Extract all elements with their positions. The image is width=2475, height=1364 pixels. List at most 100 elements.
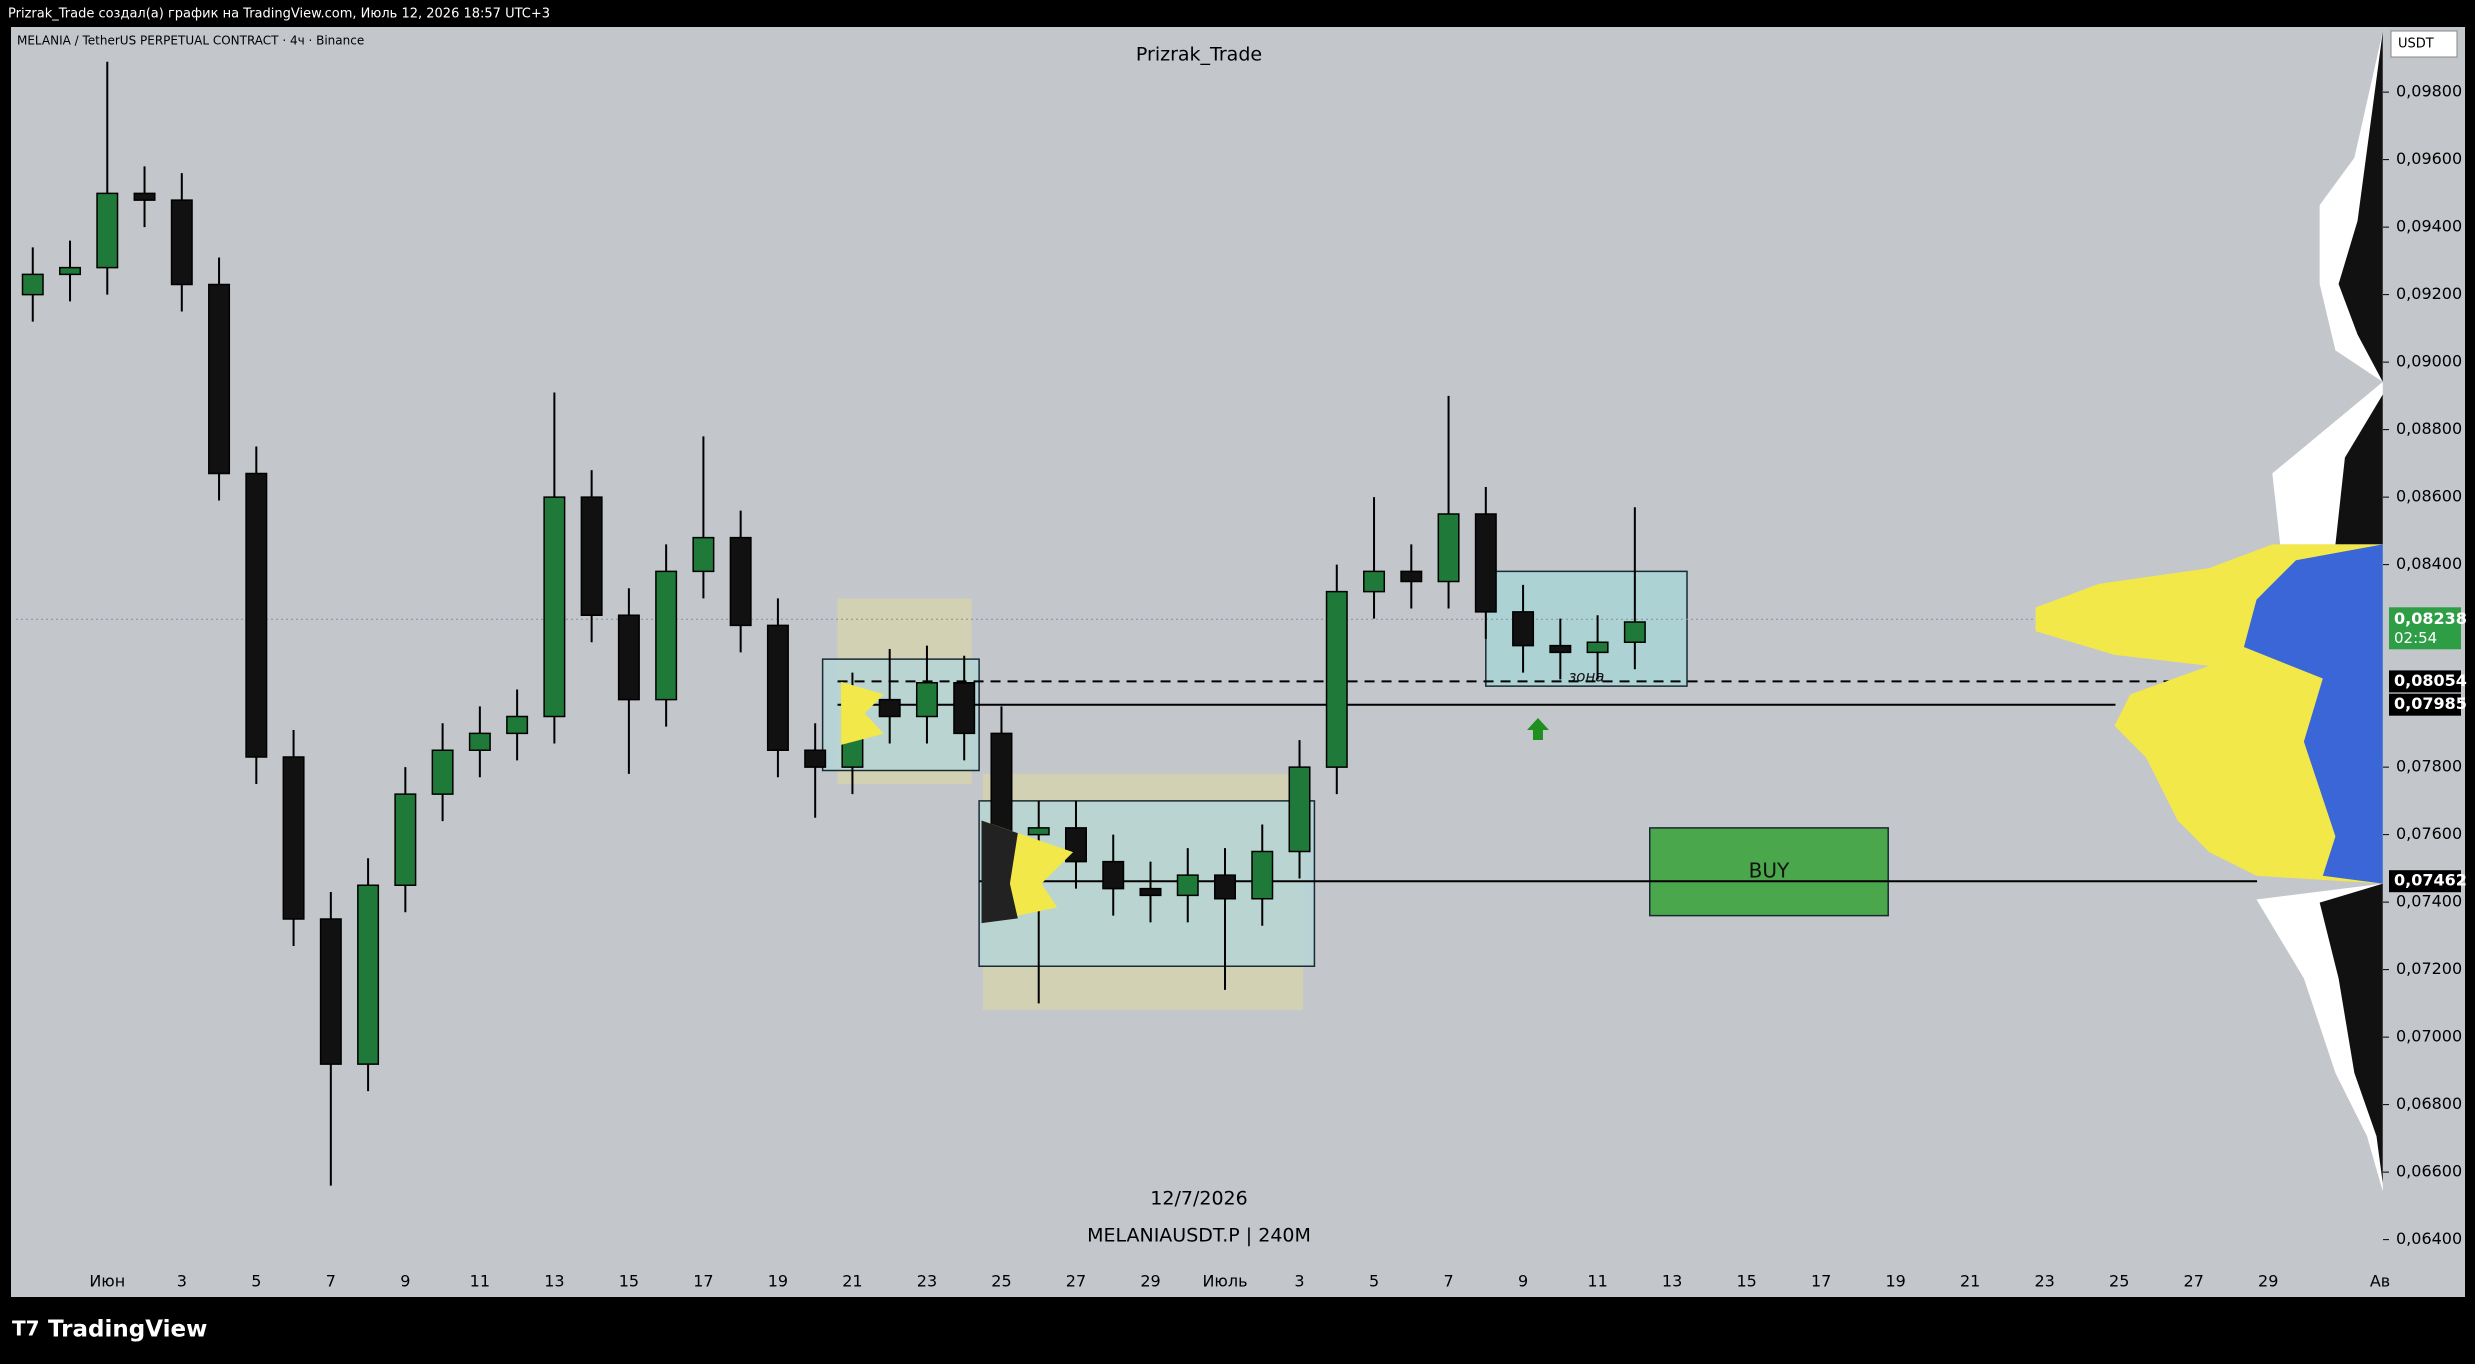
y-tick-label: 0,06400: [2396, 1229, 2462, 1248]
y-tick-label: 0,09400: [2396, 217, 2462, 236]
unit-box: [2390, 30, 2458, 58]
y-tick-label: 0,09800: [2396, 82, 2462, 101]
brand-logo: T7: [12, 1317, 40, 1341]
x-tick-label: 17: [1811, 1272, 1831, 1291]
candle-body: [766, 624, 789, 751]
y-tick-label: 0,08600: [2396, 487, 2462, 506]
x-tick-label: 11: [470, 1272, 490, 1291]
candle-body: [1214, 874, 1237, 900]
x-tick-label: 21: [842, 1272, 862, 1291]
price-label-box: [2389, 870, 2461, 893]
candle-body: [1102, 860, 1125, 890]
arrow: [1526, 718, 1549, 740]
candle-body: [59, 266, 82, 276]
profile-black: [2319, 883, 2383, 1184]
candle-body: [1064, 827, 1087, 863]
x-tick-label: 23: [917, 1272, 937, 1291]
y-tick-label: 0,07200: [2396, 959, 2462, 978]
candle-body: [1176, 874, 1199, 897]
volume-profile: [841, 31, 2383, 1192]
brand: TradingView: [48, 1317, 207, 1343]
x-tick-label: 27: [2184, 1272, 2204, 1291]
candle-body: [1400, 570, 1423, 583]
price-label: 0,07462: [2394, 871, 2467, 890]
unit: USDT: [2398, 37, 2434, 52]
x-tick-label: 3: [1294, 1272, 1304, 1291]
x-tick-label: 15: [1736, 1272, 1756, 1291]
profile-black: [981, 820, 1018, 924]
credit: Prizrak_Trade создал(а) график на Tradin…: [8, 7, 550, 22]
candle-body: [1325, 590, 1348, 768]
candle-body: [1363, 570, 1386, 593]
candle-body: [1623, 621, 1646, 643]
x-tick-label: 13: [1662, 1272, 1682, 1291]
candle-body: [282, 756, 305, 920]
x-tick-label: 5: [251, 1272, 261, 1291]
candle-body: [804, 749, 827, 768]
chart-bg: [11, 27, 2465, 1297]
x-tick-label: Ав: [2370, 1272, 2390, 1291]
x-tick-label: 11: [1587, 1272, 1607, 1291]
x-tick-label: 9: [400, 1272, 410, 1291]
profile-yellow: [841, 681, 884, 745]
candle-body: [1549, 644, 1572, 654]
candle-body: [729, 536, 752, 627]
x-tick-label: 23: [2035, 1272, 2055, 1291]
x-tick-label: Июль: [1202, 1272, 1247, 1291]
candle-body: [692, 536, 715, 573]
zone-label: зона: [1568, 668, 1604, 686]
candle-body: [1251, 850, 1274, 900]
price-label-box: [2389, 693, 2461, 716]
price-axis: [2383, 27, 2465, 1297]
candle-body: [21, 273, 44, 296]
price-label-box: [2389, 670, 2461, 693]
x-tick-label: 5: [1369, 1272, 1379, 1291]
price-countdown: 02:54: [2394, 629, 2437, 647]
y-tick-label: 0,09200: [2396, 284, 2462, 303]
candle-body: [915, 682, 938, 718]
candle-body: [543, 496, 566, 718]
x-tick-label: 15: [619, 1272, 639, 1291]
candle-body: [1027, 827, 1050, 836]
candle-body: [1586, 641, 1609, 654]
candle-body: [357, 884, 380, 1065]
price-label: 0,08054: [2394, 671, 2467, 690]
y-tick-label: 0,09000: [2396, 352, 2462, 371]
candle-body: [617, 614, 640, 701]
y-tick-label: 0,08400: [2396, 554, 2462, 573]
y-tick-label: 0,07600: [2396, 824, 2462, 843]
candle-body: [506, 715, 529, 735]
x-tick-label: 27: [1066, 1272, 1086, 1291]
x-tick-label: 7: [1443, 1272, 1453, 1291]
zone-label: BUY: [1749, 858, 1790, 882]
x-tick-label: 7: [326, 1272, 336, 1291]
candle-body: [431, 749, 454, 795]
candle-body: [1512, 611, 1535, 647]
x-tick-label: 9: [1518, 1272, 1528, 1291]
candle-body: [953, 682, 976, 735]
y-tick-label: 0,09600: [2396, 149, 2462, 168]
date-caption: 12/7/2026: [1150, 1188, 1247, 1210]
candle-body: [1474, 513, 1497, 613]
x-tick-label: 25: [2109, 1272, 2129, 1291]
x-tick-label: 13: [544, 1272, 564, 1291]
candle-body: [655, 570, 678, 701]
profile-black: [2338, 31, 2383, 382]
x-tick-label: 17: [693, 1272, 713, 1291]
price-label: 0,08238: [2394, 609, 2467, 628]
x-tick-label: Июн: [89, 1272, 125, 1291]
y-tick-label: 0,06800: [2396, 1094, 2462, 1113]
x-tick-label: 19: [768, 1272, 788, 1291]
x-tick-label: 19: [1885, 1272, 1905, 1291]
candle-body: [245, 472, 268, 758]
price-label: 0,07985: [2394, 694, 2467, 713]
zone: [1648, 827, 1889, 917]
ticker-caption: MELANIAUSDT.P | 240M: [1087, 1225, 1311, 1247]
x-tick-label: 3: [177, 1272, 187, 1291]
candle-body: [990, 732, 1013, 836]
profile-blue: [2243, 544, 2383, 884]
x-tick-label: 25: [991, 1272, 1011, 1291]
symbol: MELANIA / TetherUS PERPETUAL CONTRACT · …: [17, 34, 364, 48]
